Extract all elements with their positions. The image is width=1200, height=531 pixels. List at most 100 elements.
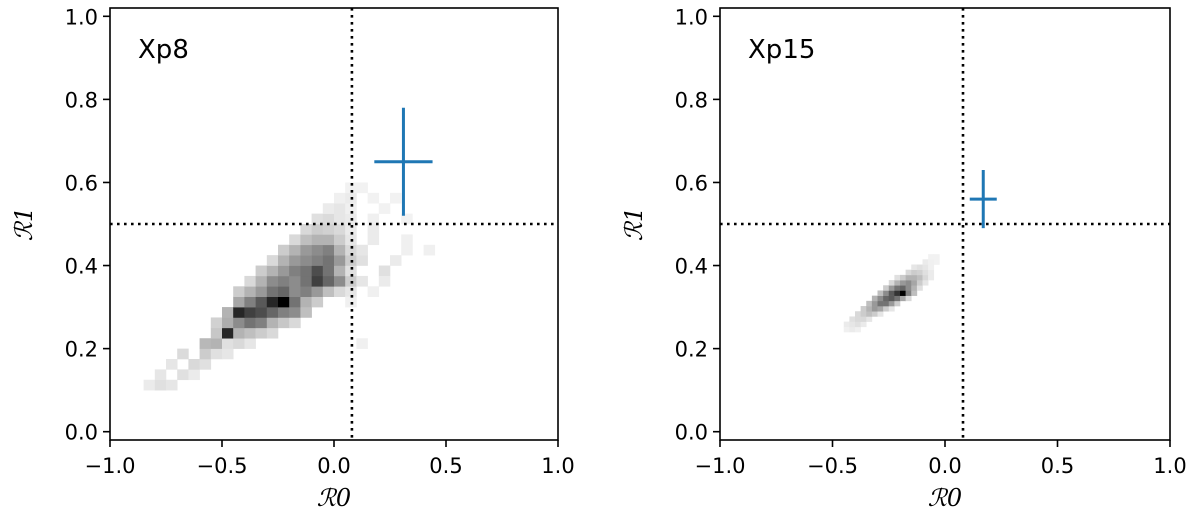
heatmap-cell xyxy=(860,311,867,317)
heatmap-cell xyxy=(334,286,346,297)
heatmap-cell xyxy=(356,182,368,194)
heatmap-cell xyxy=(334,265,346,277)
heatmap-cell xyxy=(916,274,923,281)
heatmap-cell xyxy=(222,348,234,360)
heatmap-cell xyxy=(289,234,301,246)
heatmap-cell xyxy=(199,359,212,370)
heatmap-cell xyxy=(871,300,878,307)
heatmap-cell xyxy=(849,316,856,322)
heatmap-cell xyxy=(210,327,223,339)
heatmap-cell xyxy=(911,280,918,286)
heatmap-cell xyxy=(289,317,301,329)
heatmap-cell xyxy=(356,275,368,287)
heatmap-cell xyxy=(855,326,861,333)
heatmap-cell xyxy=(378,265,391,277)
heatmap-cell xyxy=(233,296,245,308)
x-axis-label: ℛ0 xyxy=(928,484,962,512)
heatmap-cell xyxy=(266,255,279,266)
heatmap-cell xyxy=(311,286,324,297)
heatmap-cell xyxy=(300,307,312,318)
heatmap-cell xyxy=(883,285,890,291)
heatmap-cell xyxy=(289,255,301,266)
heatmap-cell xyxy=(154,379,167,391)
panel-title: Xp15 xyxy=(748,35,815,65)
y-tick-label: 0.8 xyxy=(65,88,98,112)
heatmap-cell xyxy=(922,274,929,281)
heatmap-cell xyxy=(255,275,268,287)
heatmap-cell xyxy=(289,296,301,308)
heatmap-cell xyxy=(278,286,290,297)
heatmap-cell xyxy=(345,286,357,297)
heatmap-cell xyxy=(883,306,890,312)
heatmap-cell xyxy=(916,280,923,286)
x-tick-label: 0.0 xyxy=(928,454,961,478)
heatmap-cell xyxy=(233,327,245,339)
heatmap-cell xyxy=(900,290,906,296)
heatmap-cell xyxy=(883,290,890,296)
heatmap-cell xyxy=(905,285,912,291)
heatmap-cell xyxy=(311,296,324,308)
x-tick-label: −0.5 xyxy=(807,454,858,478)
heatmap-cell xyxy=(922,280,929,286)
heatmap-cell xyxy=(255,286,268,297)
heatmap-cell xyxy=(166,379,178,391)
heatmap-cell xyxy=(334,255,346,266)
heatmap-cell xyxy=(855,311,861,317)
heatmap-cell xyxy=(278,265,290,277)
heatmap-cell xyxy=(322,255,335,266)
x-tick-label: −1.0 xyxy=(85,454,136,478)
heatmap-cell xyxy=(266,265,279,277)
error-bar-markers xyxy=(374,107,433,216)
heatmap-cell xyxy=(888,295,895,302)
heatmap-cell xyxy=(278,317,290,329)
heatmap-cell xyxy=(928,259,935,265)
heatmap-cell xyxy=(322,203,335,214)
heatmap-cell xyxy=(843,321,850,328)
heatmap-cell xyxy=(916,285,923,291)
heatmap-cell xyxy=(311,275,324,287)
heatmap-cell xyxy=(390,255,402,266)
heatmap-cell xyxy=(877,295,884,302)
heatmap-cell xyxy=(900,274,906,281)
heatmap-cell xyxy=(390,192,402,204)
heatmap-cell xyxy=(311,213,324,225)
heatmap-cell xyxy=(311,234,324,246)
heatmap-cell xyxy=(177,348,189,360)
heatmap-cell xyxy=(210,317,223,329)
heatmap-cell xyxy=(278,307,290,318)
chart-panel-xp8: −1.0 −0.5 0.0 0.5 1.0 0.0 0.2 0.4 0.6 0.8 1.0 Xp8… xyxy=(10,5,575,512)
heatmap-cell xyxy=(849,321,856,328)
heatmap-cell xyxy=(289,244,301,256)
x-axis-label: ℛ0 xyxy=(317,484,351,512)
heatmap-cell xyxy=(266,286,279,297)
y-tick-label: 1.0 xyxy=(65,5,98,29)
heatmap-cell xyxy=(871,311,878,317)
heatmap-cell xyxy=(255,296,268,308)
heatmap-cell xyxy=(244,317,256,329)
heatmap-cell xyxy=(278,255,290,266)
heatmap-cell xyxy=(143,379,156,391)
heatmap-cell xyxy=(905,295,912,302)
heatmap-cell xyxy=(356,338,368,349)
heatmap-cell xyxy=(888,290,895,296)
heatmap-cell xyxy=(900,285,906,291)
heatmap-cell xyxy=(278,275,290,287)
heatmap-cell xyxy=(154,369,167,381)
heatmap-cell xyxy=(911,290,918,296)
heatmap-cell xyxy=(855,321,861,328)
heatmap-cell xyxy=(300,286,312,297)
heatmap-cell xyxy=(401,244,413,256)
heatmap-cell xyxy=(894,274,901,281)
heatmap-cell xyxy=(322,286,335,297)
error-bar-markers xyxy=(969,170,997,229)
heatmap-cell xyxy=(233,286,245,297)
x-tick-label: −1.0 xyxy=(695,454,746,478)
heatmap-cell xyxy=(300,234,312,246)
heatmap-cell xyxy=(210,348,223,360)
heatmap-cell xyxy=(300,224,312,235)
heatmap-cell xyxy=(345,244,357,256)
heatmap-cell xyxy=(894,295,901,302)
heatmap-cell xyxy=(871,295,878,302)
heatmap-cell xyxy=(356,244,368,256)
heatmap-cell xyxy=(334,244,346,256)
